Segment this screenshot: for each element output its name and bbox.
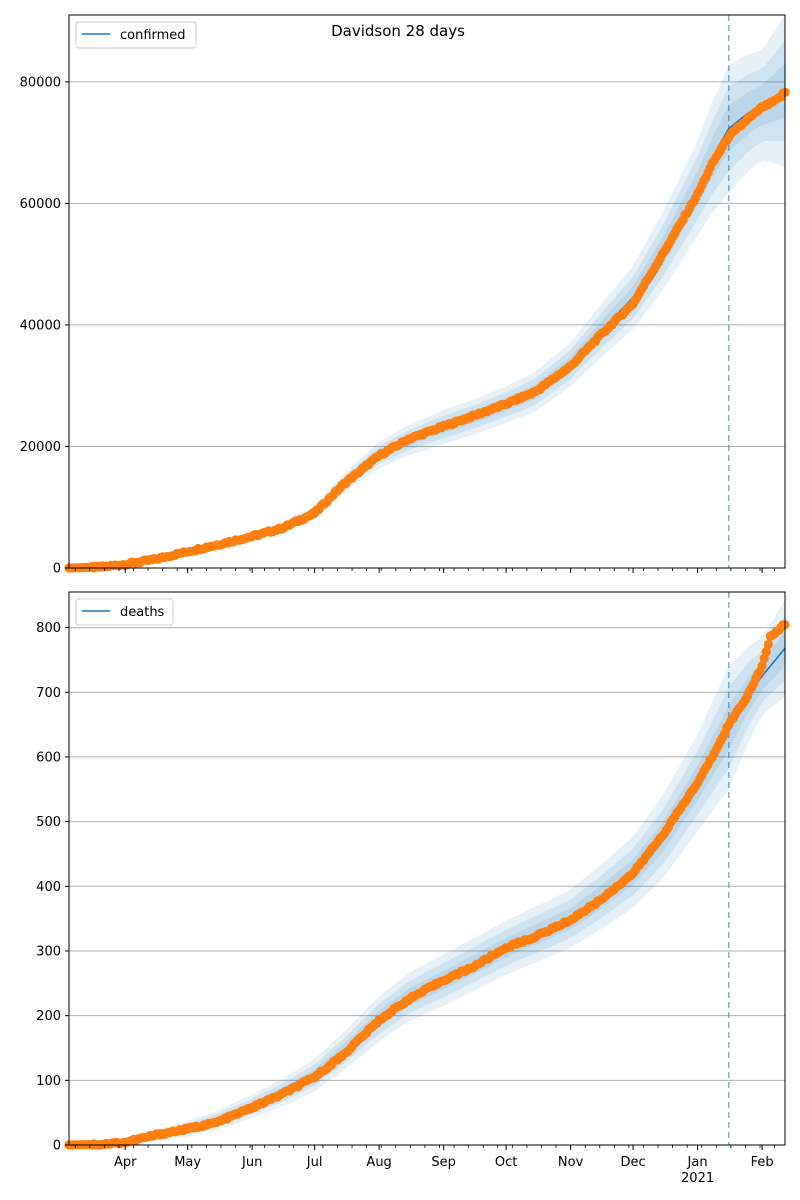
deaths-axes-frame bbox=[68, 591, 786, 1146]
month-tick-label: Aug bbox=[366, 1155, 391, 1170]
observed-point bbox=[761, 647, 771, 657]
uncertainty-band-1 bbox=[69, 599, 785, 1145]
y-tick-label: 200 bbox=[36, 1009, 61, 1024]
y-tick-label: 0 bbox=[53, 1139, 61, 1154]
deaths-y-ticks: 0 100 200 300 400 500 600 700 800 bbox=[36, 621, 69, 1154]
y-tick-label: 100 bbox=[36, 1074, 61, 1089]
year-tick-label: 2021 bbox=[681, 1171, 714, 1186]
month-tick-label: Jun bbox=[241, 1155, 262, 1170]
y-tick-label: 800 bbox=[36, 621, 61, 636]
y-tick-label: 300 bbox=[36, 944, 61, 959]
y-tick-label: 80000 bbox=[20, 75, 61, 90]
month-tick-label: Oct bbox=[495, 1155, 517, 1170]
y-tick-label: 60000 bbox=[20, 197, 61, 212]
uncertainty-band-2 bbox=[69, 40, 785, 569]
observed-point bbox=[763, 639, 773, 650]
month-tick-label: Feb bbox=[751, 1155, 774, 1170]
legend-box bbox=[75, 598, 174, 626]
confirmed-y-ticks: 0 20000 40000 60000 80000 bbox=[20, 75, 69, 577]
confirmed-x-ticks bbox=[74, 568, 775, 573]
month-tick-labels: Apr May Jun Jul Aug Sep Oct Nov Dec Jan Feb bbox=[114, 1155, 774, 1170]
confirmed-axes-frame bbox=[68, 14, 786, 569]
uncertainty-band-2 bbox=[69, 616, 785, 1145]
figure-title: Davidson 28 days bbox=[331, 22, 465, 40]
month-tick-label: Apr bbox=[114, 1155, 137, 1170]
observed-point bbox=[757, 661, 767, 671]
legend-label-confirmed: confirmed bbox=[120, 28, 186, 43]
legend-label-deaths: deaths bbox=[120, 605, 165, 620]
y-tick-label: 500 bbox=[36, 815, 61, 830]
deaths-legend: deaths bbox=[75, 598, 174, 626]
confirmed-observed-points bbox=[64, 87, 790, 573]
y-tick-label: 600 bbox=[36, 750, 61, 765]
confirmed-legend: confirmed bbox=[75, 21, 197, 49]
confirmed-panel: 0 20000 40000 60000 80000 confirmed Davidson… bbox=[20, 14, 790, 577]
y-tick-label: 20000 bbox=[20, 440, 61, 455]
y-tick-label: 40000 bbox=[20, 318, 61, 333]
y-tick-label: 0 bbox=[53, 562, 61, 577]
deaths-observed-points bbox=[64, 620, 790, 1150]
deaths-uncertainty-bands bbox=[69, 599, 785, 1145]
month-tick-label: Jul bbox=[306, 1155, 323, 1170]
y-tick-label: 400 bbox=[36, 880, 61, 895]
month-tick-label: Dec bbox=[620, 1155, 645, 1170]
legend-box bbox=[75, 21, 197, 49]
month-tick-label: Jan bbox=[687, 1155, 708, 1170]
deaths-panel: 0 100 200 300 400 500 600 700 800 deaths Apr May J… bbox=[36, 591, 790, 1186]
month-tick-label: Nov bbox=[558, 1155, 584, 1170]
y-tick-label: 700 bbox=[36, 686, 61, 701]
month-tick-label: Sep bbox=[431, 1155, 456, 1170]
month-tick-label: May bbox=[174, 1155, 201, 1170]
deaths-x-ticks bbox=[74, 1145, 775, 1150]
